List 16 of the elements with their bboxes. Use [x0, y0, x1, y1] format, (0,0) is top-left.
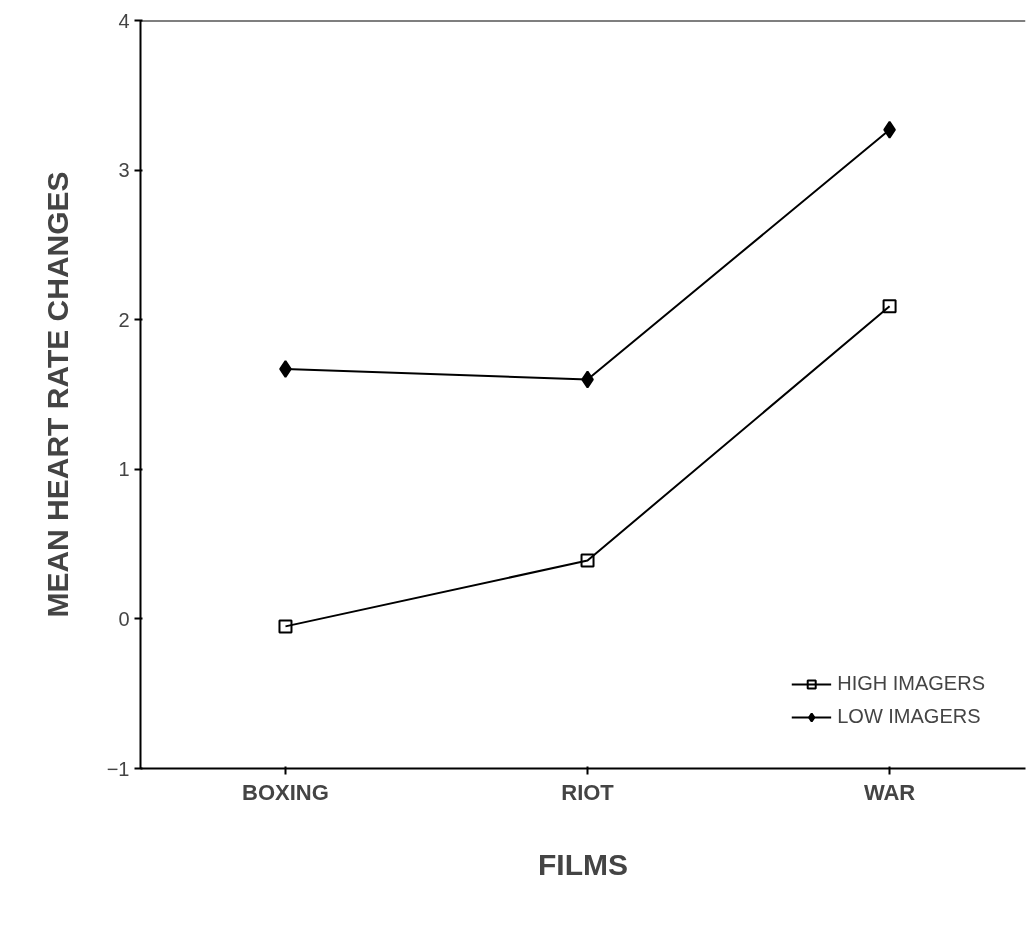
y-axis-title: MEAN HEART RATE CHANGES: [40, 171, 74, 618]
x-axis-title: FILMS: [538, 847, 629, 881]
x-tick-label: BOXING: [242, 779, 329, 805]
x-tick-label: RIOT: [561, 779, 615, 805]
y-tick-label: 2: [118, 308, 130, 331]
y-tick-label: 4: [118, 9, 130, 32]
point: [580, 553, 595, 568]
legend-label: LOW IMAGERS: [837, 705, 981, 728]
y-tick-label: 1: [118, 458, 130, 481]
y-tick-label: 3: [118, 159, 130, 182]
y-tick-label: 0: [118, 607, 130, 630]
point: [278, 619, 293, 634]
legend-label: HIGH IMAGERS: [837, 672, 985, 695]
x-tick-label: WAR: [863, 779, 916, 805]
y-tick-label: −1: [106, 757, 130, 780]
point: [882, 299, 897, 314]
